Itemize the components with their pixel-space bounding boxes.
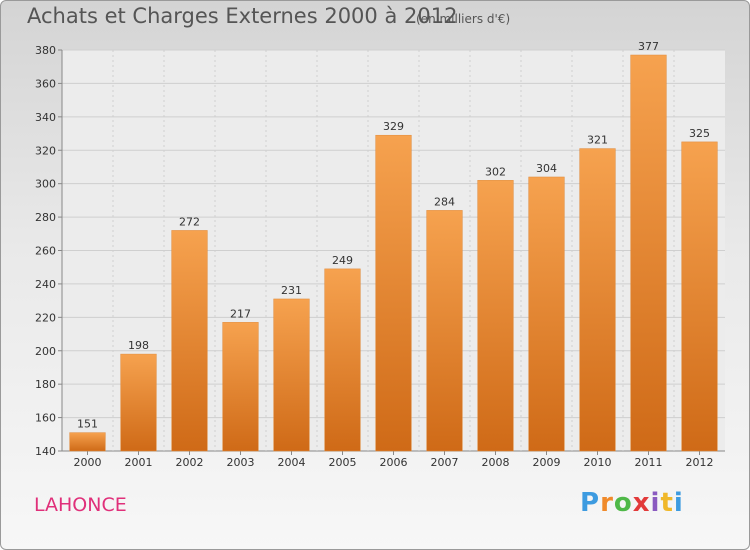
value-label-2009: 304	[536, 162, 557, 175]
logo-letter: x	[632, 488, 651, 518]
value-label-2001: 198	[128, 339, 149, 352]
x-tick-label-2009: 2009	[533, 456, 561, 469]
y-tick-label: 300	[35, 178, 56, 191]
value-label-2004: 231	[281, 284, 302, 297]
x-tick-label-2011: 2011	[635, 456, 663, 469]
value-label-2000: 151	[77, 418, 98, 431]
y-tick-label: 220	[35, 311, 56, 324]
x-tick-label-2000: 2000	[74, 456, 102, 469]
y-tick-label: 340	[35, 111, 56, 124]
logo-letter: t	[660, 488, 674, 518]
logo-letter: i	[650, 488, 661, 518]
bar-2010	[579, 148, 616, 452]
y-tick-label: 280	[35, 211, 56, 224]
value-label-2008: 302	[485, 165, 506, 178]
y-tick-label: 360	[35, 77, 56, 90]
unit-note: (en milliers d'€)	[416, 12, 511, 26]
bar-2000	[69, 432, 106, 452]
value-label-2006: 329	[383, 120, 404, 133]
place-name: LAHONCE	[34, 494, 127, 516]
x-tick-label-2012: 2012	[686, 456, 714, 469]
y-tick-label: 160	[35, 412, 56, 425]
bar-2004	[273, 298, 310, 452]
value-label-2005: 249	[332, 254, 353, 267]
x-tick-label-2003: 2003	[227, 456, 255, 469]
y-tick-label: 260	[35, 245, 56, 258]
x-tick-label-2002: 2002	[176, 456, 204, 469]
logo-letter: P	[580, 488, 601, 518]
logo-letter: o	[613, 488, 633, 518]
value-label-2010: 321	[587, 134, 608, 147]
value-label-2011: 377	[638, 40, 659, 53]
bar-2006	[375, 134, 412, 452]
proxiti-logo: Proxiti	[580, 488, 684, 518]
x-tick-label-2001: 2001	[125, 456, 153, 469]
x-tick-label-2008: 2008	[482, 456, 510, 469]
y-tick-label: 200	[35, 345, 56, 358]
value-label-2012: 325	[689, 127, 710, 140]
chart-title: Achats et Charges Externes 2000 à 2012	[27, 4, 458, 28]
value-label-2003: 217	[230, 307, 251, 320]
x-tick-label-2010: 2010	[584, 456, 612, 469]
y-tick-label: 380	[35, 44, 56, 57]
x-tick-label-2005: 2005	[329, 456, 357, 469]
y-tick-label: 240	[35, 278, 56, 291]
labels-layer: 140 160 180 200 220 240 260 280 300 320 340 360 380 1…	[35, 40, 714, 469]
bar-2005	[324, 268, 361, 452]
bars-layer	[69, 54, 718, 452]
y-tick-label: 320	[35, 144, 56, 157]
bar-2012	[681, 141, 718, 452]
logo-letter: r	[600, 488, 614, 518]
bar-2007	[426, 210, 463, 452]
value-label-2007: 284	[434, 195, 455, 208]
x-tick-label-2004: 2004	[278, 456, 306, 469]
bar-2001	[120, 353, 157, 452]
bar-2003	[222, 322, 259, 452]
y-tick-label: 140	[35, 445, 56, 458]
x-tick-label-2007: 2007	[431, 456, 459, 469]
bar-2002	[171, 230, 208, 452]
value-label-2002: 272	[179, 215, 200, 228]
bar-2011	[630, 54, 667, 452]
x-tick-label-2006: 2006	[380, 456, 408, 469]
bar-2009	[528, 176, 565, 452]
y-tick-label: 180	[35, 378, 56, 391]
bar-2008	[477, 180, 514, 452]
logo-letter: i	[673, 488, 684, 518]
